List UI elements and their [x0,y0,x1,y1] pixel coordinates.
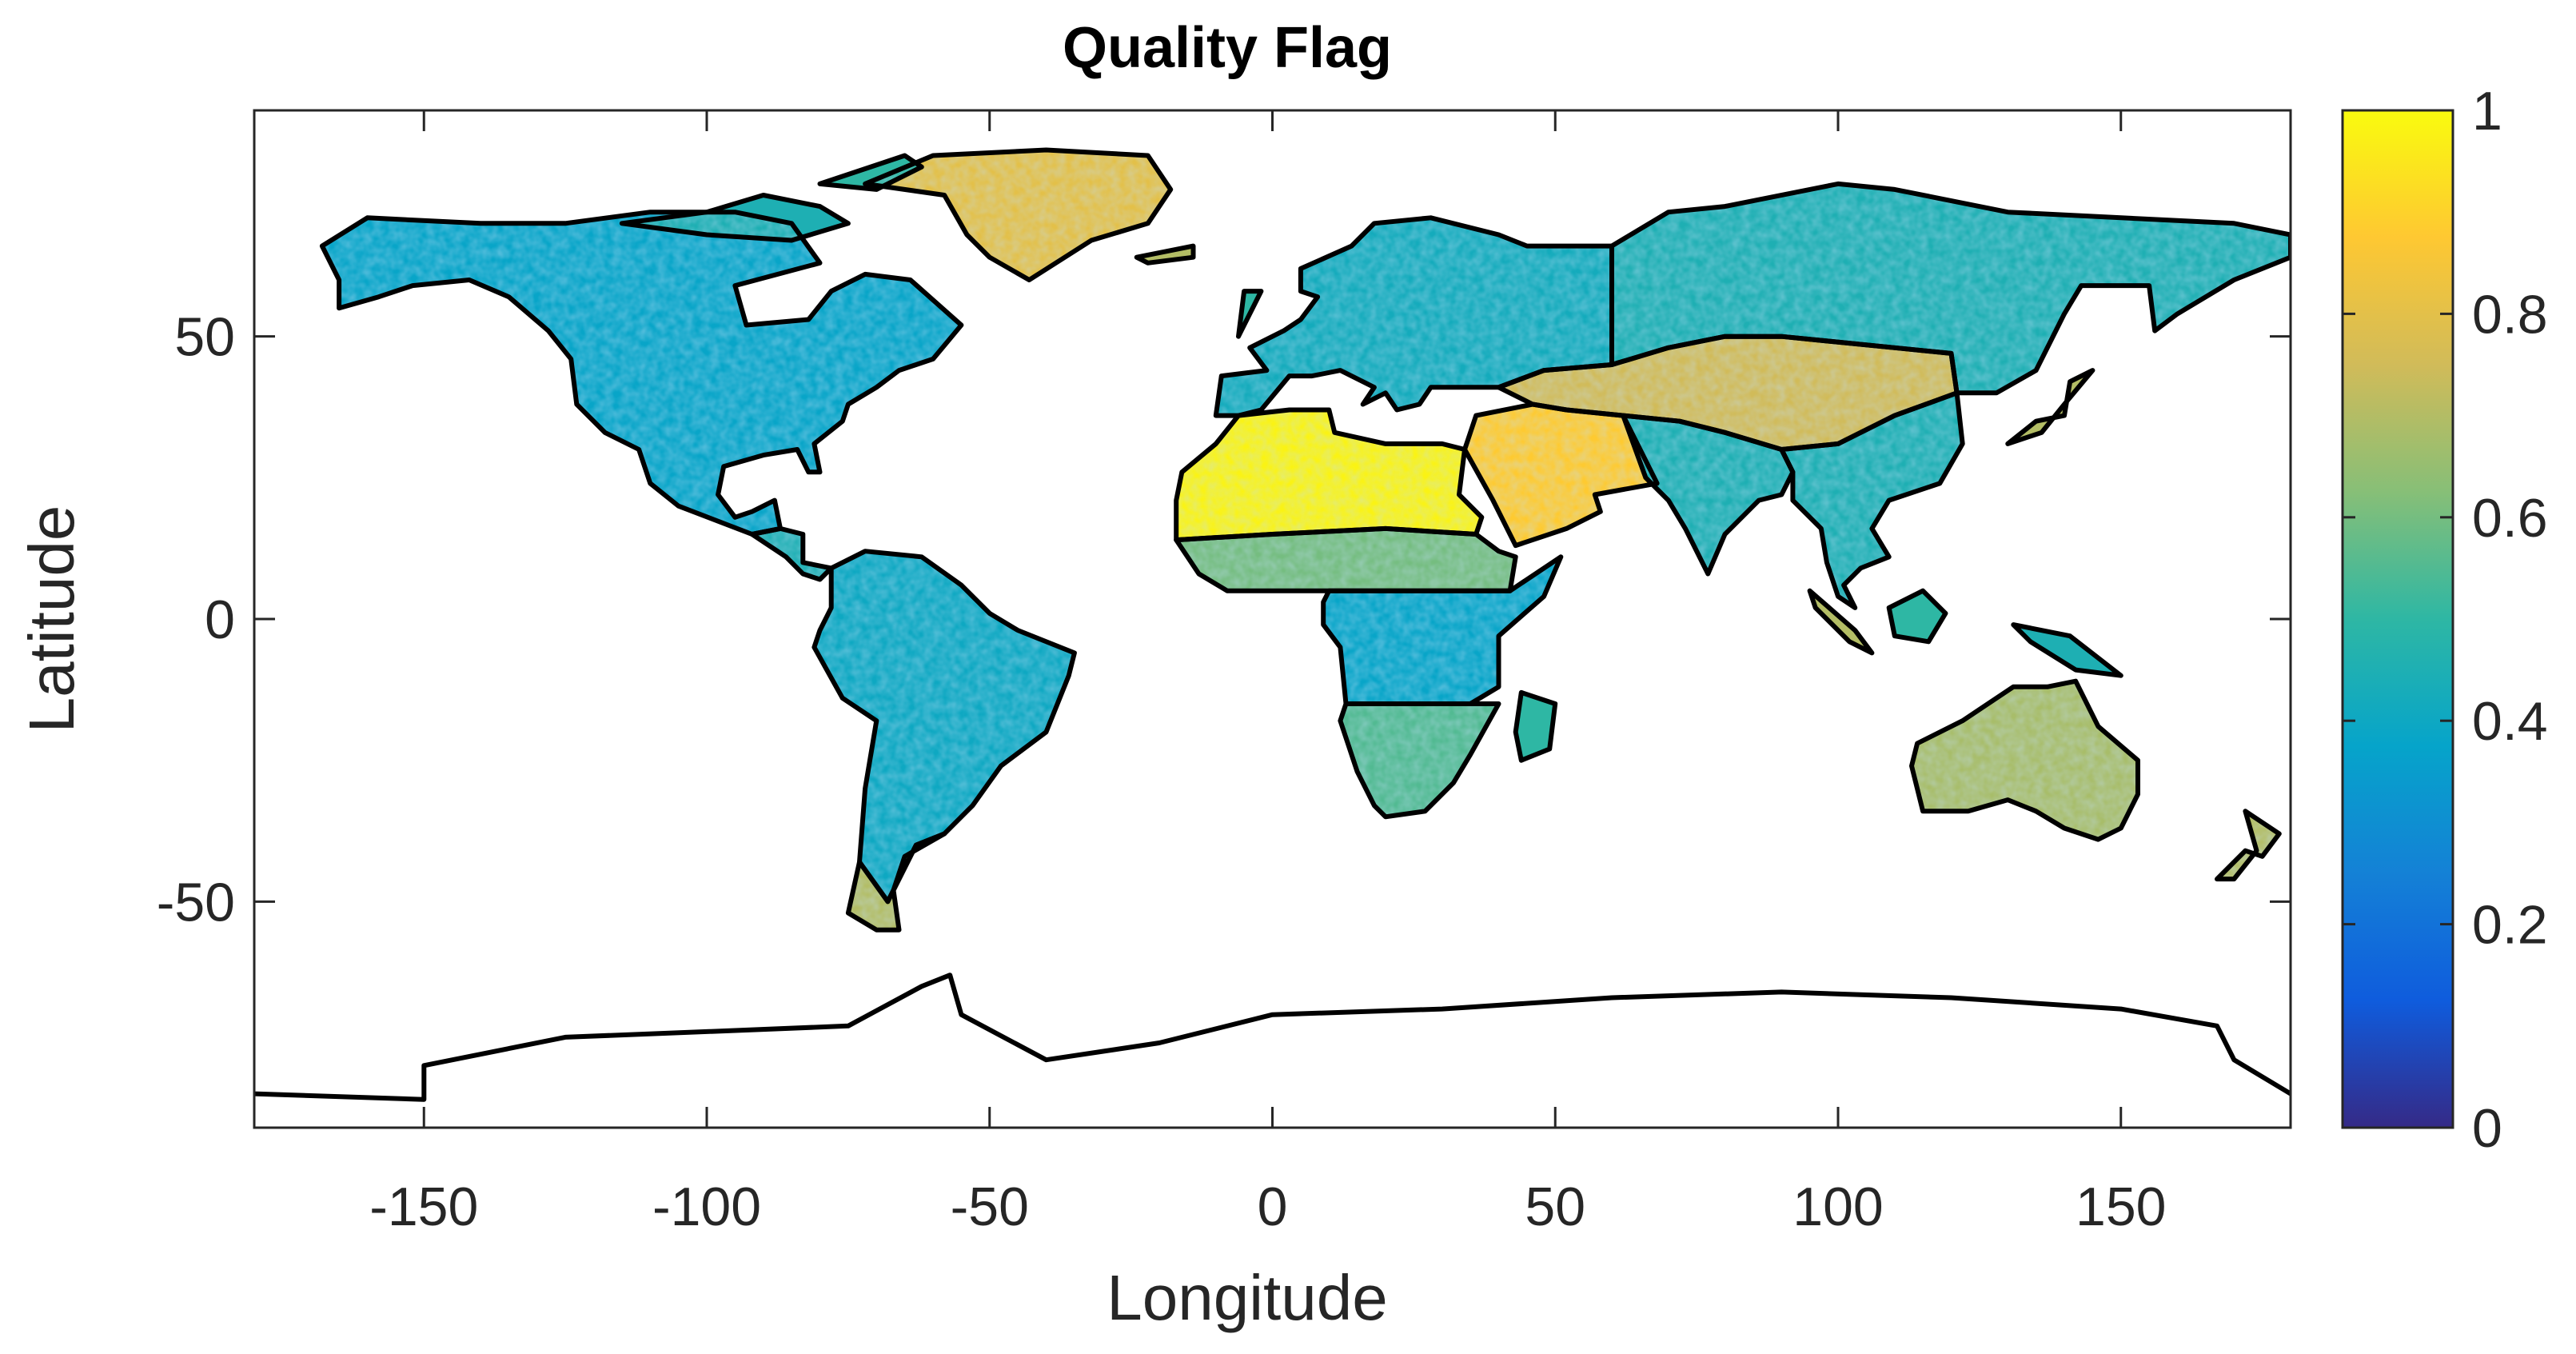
land-region-north-america-coastline [319,210,964,537]
y-tick-label: -50 [157,872,235,933]
land-region-southeast-asia-coastline [1779,390,1965,610]
island-coastline-1 [1886,588,1948,645]
land-region-central-africa-texture [1323,557,1561,704]
x-tick-label: 150 [2076,1176,2166,1237]
land-region-south-asia-texture [1623,415,1793,574]
x-tick-label: -100 [652,1176,761,1237]
land-region-sahara-texture [1176,409,1482,541]
land-region-southern-africa-texture [1340,704,1499,817]
land-region-arabia-texture [1465,404,1657,546]
land-region-australia-coastline [1909,678,2140,842]
land-region-northern-asia-texture [1612,183,2291,393]
island-coastline-6 [1134,243,1196,266]
colorbar-tick-label: 1 [2472,81,2502,142]
coastline-layer [254,147,2291,1102]
x-tick-label: 0 [1258,1176,1288,1237]
y-axis-ticks: -50 0 50 [157,307,2291,933]
x-tick-label: 50 [1525,1176,1585,1237]
colorbar [2341,109,2454,1129]
land-region-new-zealand-texture [2217,811,2279,880]
y-tick-label: 0 [205,589,235,650]
land-region-south-asia-coastline [1621,413,1796,577]
land-region-greenland-texture [865,150,1171,280]
x-tick-label: -50 [951,1176,1029,1237]
y-axis-label: Latitude [16,505,87,733]
x-axis-label: Longitude [1107,1262,1387,1333]
land-region-central-africa-coastline [1321,554,1564,706]
x-tick-label: 100 [1792,1176,1883,1237]
antarctica-coastline [254,973,2291,1102]
land-region-europe-texture [1215,218,1612,416]
island-coastline-8 [817,153,924,192]
chart-title: Quality Flag [1063,16,1392,80]
y-tick-label: 50 [174,307,235,368]
land-region-arabia-coastline [1462,401,1660,549]
island-2 [2013,625,2121,676]
land-region-sahel-texture [1176,528,1516,591]
colorbar-tick-label: 0.2 [2472,895,2548,956]
land-region-south-america-texture [814,551,1075,902]
island-1 [1888,590,1946,642]
x-axis-ticks: -150 -100 -50 0 50 100 150 [369,110,2166,1237]
island-coastline-5 [1236,289,1264,339]
colorbar-tick-label: 0.4 [2472,691,2548,752]
island-coastline-0 [1807,588,1875,656]
land-region-new-zealand-coastline [2215,809,2282,882]
island-coastline-7 [619,193,851,243]
colorbar-tick-label: 0.6 [2472,488,2548,549]
land-region-southern-africa-coastline [1338,701,1501,820]
colorbar-ticks: 0 0.2 0.4 0.6 0.8 1 [2343,81,2548,1159]
island-8 [819,155,922,190]
colorbar-tick-label: 0.8 [2472,284,2548,345]
island-3 [2008,370,2093,444]
colorbar-tick-label: 0 [2472,1098,2502,1159]
island-coastline-2 [2011,622,2123,678]
land-region-patagonia-coastline [845,831,947,933]
x-tick-label: -150 [369,1176,478,1237]
island-4 [1515,692,1556,761]
island-coastline-4 [1513,689,1558,763]
land-region-central-america-texture [752,528,831,580]
land-region-greenland-coastline [863,147,1174,282]
land-region-australia-texture [1912,681,2138,840]
island-coastline-3 [2005,368,2095,446]
